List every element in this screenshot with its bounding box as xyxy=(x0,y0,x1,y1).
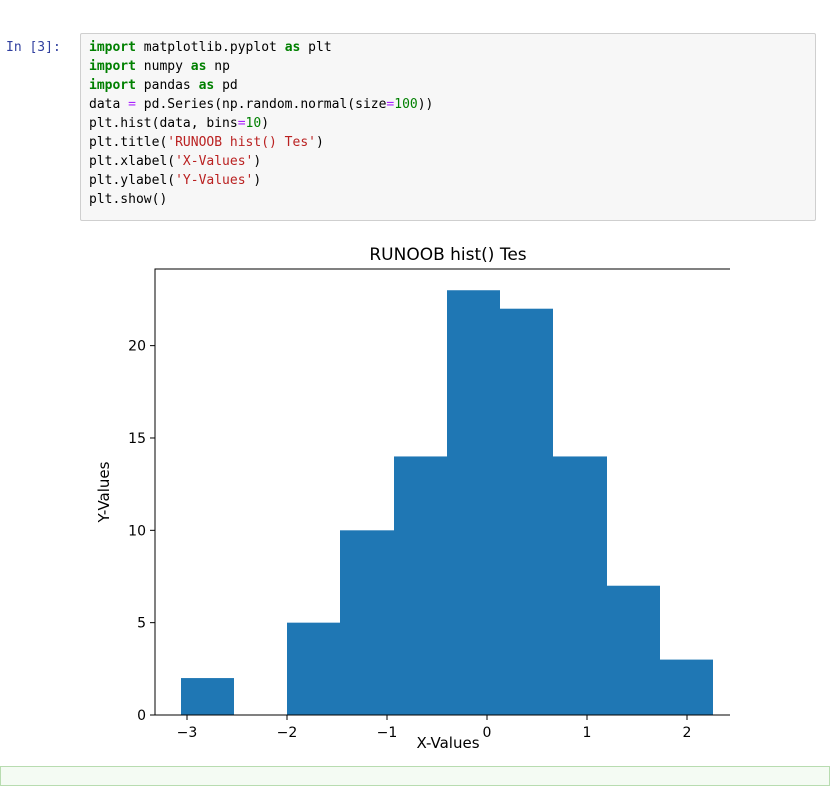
histogram-bar xyxy=(447,290,500,715)
x-tick-label: −2 xyxy=(277,725,298,741)
bars-group xyxy=(181,290,713,715)
code-token: import xyxy=(89,59,136,74)
input-prompt: In [3]: xyxy=(6,40,61,55)
code-text[interactable]: import matplotlib.pyplot as plt import nu… xyxy=(81,34,815,209)
code-token: 10 xyxy=(245,116,262,131)
code-line: data = pd.Series(np.random.normal(size=1… xyxy=(89,95,815,114)
code-token: )) xyxy=(417,97,434,112)
y-tick-label: 15 xyxy=(128,431,146,447)
code-token: plt xyxy=(300,40,332,55)
code-token: = xyxy=(386,97,395,112)
code-token: 'Y-Values' xyxy=(175,173,254,188)
code-token: pd xyxy=(214,78,238,93)
code-token: ) xyxy=(261,116,270,131)
code-token: as xyxy=(190,59,207,74)
y-axis-ticks: 0 5 10 15 20 xyxy=(128,339,155,724)
code-token: plt.xlabel( xyxy=(89,154,176,169)
histogram-bar xyxy=(181,678,234,715)
code-line: plt.hist(data, bins=10) xyxy=(89,114,815,133)
code-token: data xyxy=(89,97,129,112)
y-tick-label: 10 xyxy=(128,523,146,539)
code-token: ) xyxy=(253,173,262,188)
chart-title: RUNOOB hist() Tes xyxy=(369,245,526,265)
code-token: plt.hist(data, bins xyxy=(89,116,238,131)
y-tick-label: 20 xyxy=(128,339,146,355)
code-token: 'X-Values' xyxy=(175,154,254,169)
x-axis-label: X-Values xyxy=(416,734,479,752)
y-tick-label: 5 xyxy=(137,616,146,632)
histogram-bar xyxy=(607,585,660,715)
next-cell-output xyxy=(0,766,830,786)
code-token: as xyxy=(284,40,301,55)
code-line: plt.ylabel('Y-Values') xyxy=(89,171,815,190)
code-line: plt.title('RUNOOB hist() Tes') xyxy=(89,133,815,152)
x-tick-label: 2 xyxy=(683,725,692,741)
code-line: plt.show() xyxy=(89,190,815,209)
code-token: plt.ylabel( xyxy=(89,173,176,188)
x-tick-label: −1 xyxy=(377,725,398,741)
code-token: import xyxy=(89,40,136,55)
code-token: = xyxy=(128,97,136,112)
code-line: plt.xlabel('X-Values') xyxy=(89,152,815,171)
histogram-bar xyxy=(340,530,394,715)
code-token: as xyxy=(198,78,215,93)
code-token: ) xyxy=(316,135,324,150)
code-line: import matplotlib.pyplot as plt xyxy=(89,38,815,57)
histogram-bar xyxy=(287,622,340,715)
code-line: import pandas as pd xyxy=(89,76,815,95)
histogram-bar xyxy=(553,456,607,715)
x-tick-label: −3 xyxy=(177,725,198,741)
y-axis-label: Y-Values xyxy=(95,461,113,523)
code-token: 100 xyxy=(394,97,418,112)
output-figure: RUNOOB hist() Tes −3 −2 −1 0 1 2 0 5 10 15 20 X-V… xyxy=(80,228,741,767)
code-token: numpy xyxy=(135,59,191,74)
code-token: 'RUNOOB hist() Tes' xyxy=(167,135,316,150)
code-token: matplotlib.pyplot xyxy=(135,40,285,55)
x-tick-label: 1 xyxy=(583,725,592,741)
code-editor[interactable]: import matplotlib.pyplot as plt import nu… xyxy=(80,33,816,221)
histogram-bar xyxy=(394,456,447,715)
code-line: import numpy as np xyxy=(89,57,815,76)
code-token: pd.Series(np.random.normal(size xyxy=(135,97,387,112)
code-token: np xyxy=(206,59,230,74)
y-tick-label: 0 xyxy=(137,708,146,724)
histogram-chart: RUNOOB hist() Tes −3 −2 −1 0 1 2 0 5 10 15 20 X-V… xyxy=(95,245,741,752)
code-token: plt.show() xyxy=(89,192,168,207)
code-token: import xyxy=(89,78,136,93)
code-token: ) xyxy=(253,154,262,169)
x-tick-label: 0 xyxy=(483,725,492,741)
histogram-bar xyxy=(660,659,713,715)
code-token: pandas xyxy=(135,78,199,93)
histogram-bar xyxy=(500,308,553,715)
x-axis-ticks: −3 −2 −1 0 1 2 xyxy=(177,715,692,741)
code-token: = xyxy=(237,116,246,131)
code-token: plt.title( xyxy=(89,135,168,150)
